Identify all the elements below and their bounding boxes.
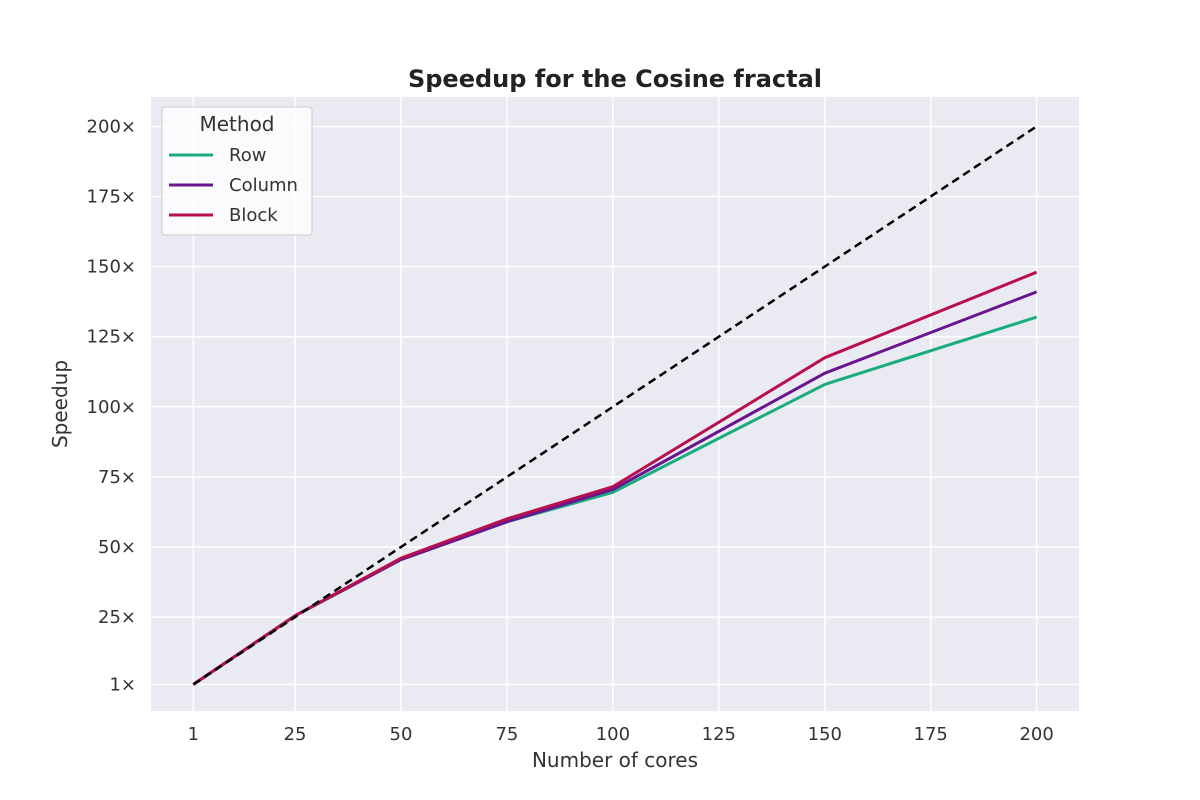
legend-title: Method bbox=[199, 112, 274, 136]
chart-title: Speedup for the Cosine fractal bbox=[408, 65, 822, 93]
series-lines bbox=[192, 125, 1038, 686]
x-tick-label: 75 bbox=[495, 724, 518, 745]
legend-label-row: Row bbox=[229, 145, 266, 166]
grid bbox=[151, 97, 1079, 711]
legend-box bbox=[161, 106, 313, 236]
y-tick-label: 175× bbox=[87, 187, 136, 208]
x-tick-label: 100 bbox=[596, 724, 630, 745]
y-tick-label: 25× bbox=[98, 607, 136, 628]
legend: Method Row Column Block bbox=[161, 106, 313, 236]
x-tick-label: 1 bbox=[188, 724, 199, 745]
legend-items: Row Column Block bbox=[169, 145, 298, 226]
y-tick-label: 75× bbox=[98, 467, 136, 488]
y-tick-label: 100× bbox=[87, 397, 136, 418]
legend-label-column: Column bbox=[229, 175, 298, 196]
x-tick-label: 50 bbox=[390, 724, 413, 745]
x-axis-label: Number of cores bbox=[532, 748, 698, 772]
x-tick-label: 150 bbox=[808, 724, 842, 745]
y-tick-label: 200× bbox=[87, 116, 136, 137]
x-tick-label: 125 bbox=[702, 724, 736, 745]
y-tick-label: 125× bbox=[87, 327, 136, 348]
y-tick-label: 1× bbox=[109, 674, 136, 695]
x-tick-label: 175 bbox=[914, 724, 948, 745]
x-tick-label: 25 bbox=[284, 724, 307, 745]
legend-label-block: Block bbox=[229, 205, 278, 226]
y-tick-label: 50× bbox=[98, 537, 136, 558]
y-axis-label: Speedup bbox=[48, 360, 72, 448]
x-tick-label: 200 bbox=[1019, 724, 1053, 745]
y-tick-label: 150× bbox=[87, 257, 136, 278]
tick-labels: 1 25 50 75 100 125 150 175 2001×25×50×75×100×125… bbox=[87, 116, 1054, 745]
